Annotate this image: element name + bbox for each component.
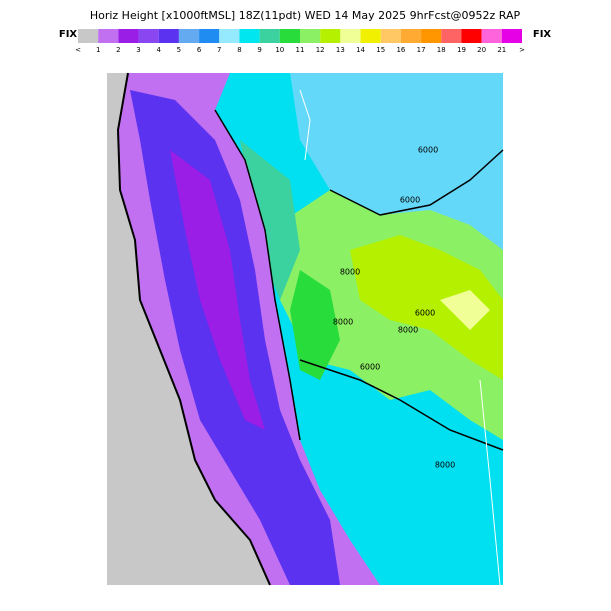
colorbar-label: 17 [417, 46, 426, 54]
colorbar-label: < [75, 46, 81, 54]
colorbar-label: 11 [296, 46, 305, 54]
contour-label: 6000 [418, 146, 438, 155]
colorbar-label: 12 [316, 46, 325, 54]
color-swatch [138, 29, 159, 43]
contour-label: 8000 [333, 318, 353, 327]
contour-label: 8000 [435, 461, 455, 470]
colorbar: <1 2 3 4 5 6 7 8 9 10 11 12 13 14 15 16 17 18 19 20 21 > [75, 29, 525, 54]
colorbar-label: 18 [437, 46, 446, 54]
contour-labels: 6000 6000 8000 6000 8000 8000 6000 8000 [333, 146, 455, 470]
colorbar-label: 7 [217, 46, 221, 54]
map-panel [107, 72, 504, 586]
contour-label: 6000 [415, 309, 435, 318]
yellow-patch [440, 290, 490, 330]
contour-label: 6000 [360, 363, 380, 372]
color-swatch [239, 29, 260, 43]
state-border [479, 379, 501, 586]
colorbar-label: 15 [376, 46, 385, 54]
ocean [107, 73, 270, 585]
valley-deep [170, 150, 265, 430]
fix-right: FIX [533, 29, 552, 40]
colorbar-label: 3 [136, 46, 140, 54]
light-field [290, 73, 503, 260]
teal-field [240, 140, 300, 300]
color-swatch [380, 29, 401, 43]
color-swatch [279, 29, 300, 43]
color-swatch [400, 29, 422, 43]
contour-label: 8000 [340, 268, 360, 277]
colorbar-label: 4 [156, 46, 161, 54]
contour-label: 6000 [400, 196, 420, 205]
colorbar-label: 2 [116, 46, 120, 54]
color-swatch [501, 29, 522, 43]
contour-label: 8000 [398, 326, 418, 335]
colorbar-label: 13 [336, 46, 345, 54]
color-swatch [259, 29, 280, 43]
colorbar-label: 10 [275, 46, 284, 54]
color-swatch [158, 29, 179, 43]
color-swatch [300, 29, 321, 43]
color-swatch [178, 29, 200, 43]
colorbar-label: 1 [96, 46, 100, 54]
contour [299, 359, 504, 451]
title: Horiz Height [x1000ftMSL] 18Z(11pdt) WED… [90, 9, 521, 22]
color-swatch [461, 29, 482, 43]
colorbar-label: 8 [237, 46, 241, 54]
color-swatch [78, 29, 99, 43]
colorbar-label: 9 [257, 46, 261, 54]
color-swatch [199, 29, 220, 43]
color-swatch [421, 29, 442, 43]
colorbar-label: 16 [396, 46, 405, 54]
contour [214, 109, 301, 441]
color-swatch [360, 29, 381, 43]
fix-left: FIX [59, 29, 78, 40]
colorbar-label: > [519, 46, 525, 54]
coastline [116, 72, 271, 586]
contour [329, 149, 504, 216]
colorbar-label: 21 [497, 46, 506, 54]
color-swatch [340, 29, 361, 43]
color-swatch [219, 29, 240, 43]
color-swatch [481, 29, 502, 43]
color-swatch [441, 29, 462, 43]
colorbar-label: 5 [177, 46, 181, 54]
colorbar-label: 6 [197, 46, 202, 54]
colorbar-label: 19 [457, 46, 466, 54]
yellow-green-field [350, 235, 503, 380]
colorbar-label: 14 [356, 46, 365, 54]
color-swatch [98, 29, 119, 43]
green-ridge [290, 270, 340, 380]
color-swatch [118, 29, 139, 43]
state-border [299, 89, 311, 161]
colorbar-label: 20 [477, 46, 486, 54]
color-swatch [320, 29, 341, 43]
